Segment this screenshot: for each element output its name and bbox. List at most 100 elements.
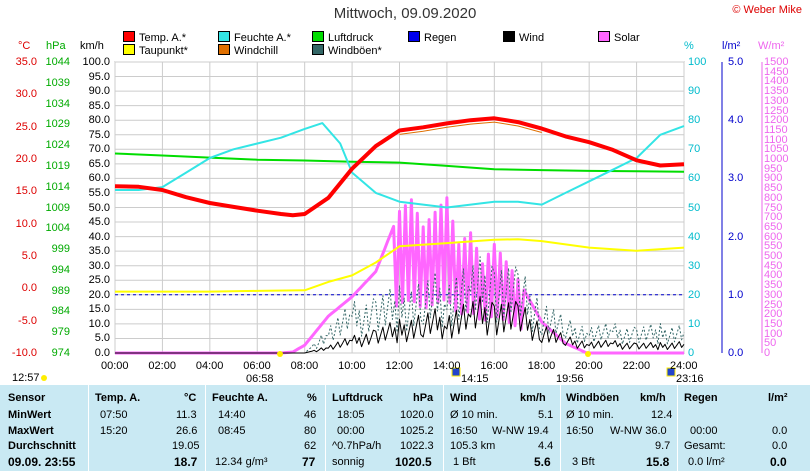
max-gust-time: 16:50 xyxy=(566,425,594,437)
tick-kmh: 65.0 xyxy=(88,157,110,170)
sun-dot xyxy=(277,351,283,357)
tick-temp: 10.0 xyxy=(15,217,37,230)
legend-dewpoint: Taupunkt* xyxy=(123,44,188,57)
tick-pct: 60 xyxy=(688,172,701,185)
tick-x: 12:00 xyxy=(385,360,414,372)
max-wind-val: W-NW 19.4 xyxy=(492,425,549,437)
cur-weather: sonnig xyxy=(332,456,365,468)
tick-kmh: 50.0 xyxy=(88,201,110,214)
avg-gust-val: 9.7 xyxy=(655,440,671,452)
hdr-rain: Regen xyxy=(684,392,718,404)
tick-solar: 1100 xyxy=(764,133,788,146)
tick-solar: 1500 xyxy=(764,56,789,68)
tick-temp: -5.0 xyxy=(18,314,37,327)
tick-temp: 25.0 xyxy=(15,120,37,133)
min-hum-time: 14:40 xyxy=(218,409,246,421)
avg-press-val: 1022.3 xyxy=(400,440,434,452)
row-min-label: MinWert xyxy=(8,409,52,421)
tick-rain: 2.0 xyxy=(728,230,744,243)
tick-rain: 4.0 xyxy=(728,114,744,127)
tick-solar: 1000 xyxy=(764,153,789,165)
tick-solar: 950 xyxy=(764,162,783,175)
tick-solar: 100 xyxy=(764,327,783,340)
tick-solar: 300 xyxy=(764,288,783,301)
tick-pct: 90 xyxy=(688,85,701,98)
tick-kmh: 90.0 xyxy=(88,85,110,98)
tick-solar: 850 xyxy=(764,182,783,195)
tick-hpa: 1034 xyxy=(45,97,70,110)
min-gust-val: 12.4 xyxy=(651,409,673,421)
tick-kmh: 55.0 xyxy=(88,186,110,199)
max-hum-val: 80 xyxy=(304,425,317,437)
windchill-line xyxy=(399,121,542,135)
tick-kmh: 20.0 xyxy=(88,288,110,301)
tick-kmh: 15.0 xyxy=(88,303,110,316)
unit-pct: % xyxy=(684,40,694,52)
tick-x: 04:00 xyxy=(195,360,224,372)
unit-rain: l/m² xyxy=(722,40,741,52)
tick-kmh: 0.0 xyxy=(94,347,110,359)
tick-rain: 5.0 xyxy=(728,56,744,68)
row-current-label: 09.09. 23:55 xyxy=(8,455,76,469)
cur-press-val: 1020.5 xyxy=(395,455,432,469)
tick-x: 00:00 xyxy=(101,360,129,372)
tick-solar: 500 xyxy=(764,250,783,262)
max-press-time: 00:00 xyxy=(337,425,365,437)
copyright-text: © Weber Mike xyxy=(732,4,802,16)
row-max-label: MaxWert xyxy=(8,425,54,437)
max-temp-val: 26.6 xyxy=(176,425,198,437)
tick-kmh: 60.0 xyxy=(88,172,110,185)
tick-rain: 3.0 xyxy=(728,172,744,185)
tick-solar: 400 xyxy=(764,269,783,282)
tick-hpa: 1039 xyxy=(45,76,70,89)
event-marker-label: 06:58 xyxy=(246,373,274,385)
min-temp-val: 11.3 xyxy=(176,409,197,421)
max-rain-val: 0.0 xyxy=(772,425,788,437)
dewpoint-line xyxy=(115,238,685,293)
tick-kmh: 30.0 xyxy=(88,259,110,272)
tick-hpa: 979 xyxy=(51,326,70,339)
event-flag xyxy=(666,367,676,377)
tick-pct: 20 xyxy=(688,288,701,301)
tick-solar: 550 xyxy=(764,240,783,253)
tick-x: 10:00 xyxy=(338,360,366,372)
tick-solar: 200 xyxy=(764,308,783,321)
sun-dot xyxy=(585,351,591,357)
tick-hpa: 989 xyxy=(51,284,70,297)
min-press-val: 1020.0 xyxy=(400,409,434,421)
weather-chart xyxy=(41,61,763,381)
hdr-humidity: Feuchte A. xyxy=(212,392,268,404)
tick-kmh: 10.0 xyxy=(88,317,110,330)
cur-rain-total: 0.0 l/m² xyxy=(688,456,725,468)
tick-kmh: 75.0 xyxy=(88,128,110,141)
legend-wind: Wind xyxy=(503,31,544,44)
legend-rain: Regen xyxy=(408,31,456,44)
tick-rain: 1.0 xyxy=(728,288,744,301)
unit-hpa: hPa xyxy=(46,40,66,52)
tick-solar: 800 xyxy=(764,191,783,204)
chart-title: Mittwoch, 09.09.2020 xyxy=(333,5,477,22)
tick-kmh: 35.0 xyxy=(88,245,110,258)
cur-gust-val: 15.8 xyxy=(646,455,670,469)
tick-kmh: 85.0 xyxy=(88,99,110,112)
tick-hpa: 984 xyxy=(51,305,70,318)
tick-pct: 80 xyxy=(688,114,701,127)
tick-solar: 450 xyxy=(764,259,783,272)
min-wind-val: 5.1 xyxy=(538,409,554,421)
tick-solar: 750 xyxy=(764,201,783,214)
tick-x: 16:00 xyxy=(480,360,508,372)
wind-line xyxy=(115,296,685,354)
tick-pct: 10 xyxy=(688,317,701,330)
tick-solar: 250 xyxy=(764,298,783,311)
hdr-wind-unit: km/h xyxy=(520,392,546,404)
avg-wind-val: 4.4 xyxy=(538,440,554,452)
tick-temp: 5.0 xyxy=(21,250,37,262)
max-gust-val: W-NW 36.0 xyxy=(610,425,667,437)
tick-hpa: 999 xyxy=(51,243,70,256)
max-temp-time: 15:20 xyxy=(100,425,128,437)
event-marker-label: 12:57 xyxy=(12,372,40,384)
tick-solar: 1050 xyxy=(764,143,789,156)
tick-x: 20:00 xyxy=(575,360,603,372)
cur-rain-val: 0.0 xyxy=(770,455,787,469)
tick-solar: 700 xyxy=(764,211,783,224)
